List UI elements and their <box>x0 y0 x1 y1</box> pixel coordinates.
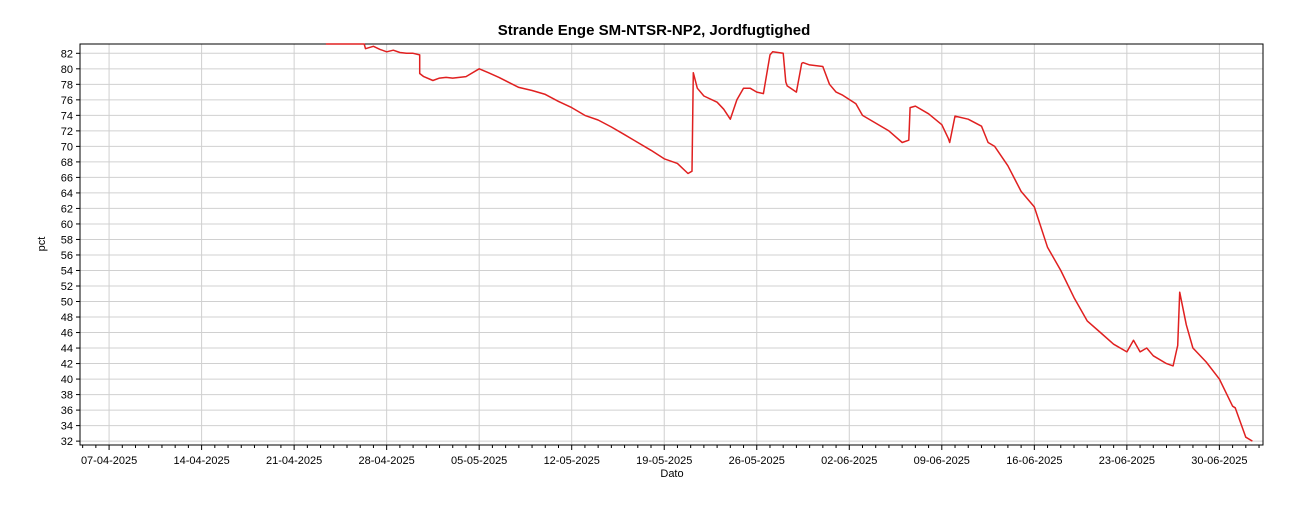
y-tick-label: 60 <box>61 219 73 231</box>
y-tick-label: 74 <box>61 110 73 122</box>
x-tick-label: 02-06-2025 <box>821 455 877 467</box>
y-tick-label: 52 <box>61 281 73 293</box>
y-tick-label: 80 <box>61 64 73 76</box>
series-line <box>325 43 1253 442</box>
y-tick-label: 48 <box>61 312 73 324</box>
y-tick-label: 54 <box>61 265 73 277</box>
x-tick-label: 09-06-2025 <box>914 455 970 467</box>
y-tick-label: 38 <box>61 390 73 402</box>
x-tick-label: 12-05-2025 <box>544 455 600 467</box>
y-tick-label: 68 <box>61 157 73 169</box>
y-tick-label: 40 <box>61 374 73 386</box>
x-tick-label: 19-05-2025 <box>636 455 692 467</box>
y-tick-label: 64 <box>61 188 73 200</box>
x-tick-label: 21-04-2025 <box>266 455 322 467</box>
y-tick-label: 66 <box>61 172 73 184</box>
y-tick-label: 50 <box>61 297 73 309</box>
grid <box>80 44 1263 445</box>
plot-area <box>79 43 1264 446</box>
y-tick-label: 42 <box>61 359 73 371</box>
x-tick-label: 05-05-2025 <box>451 455 507 467</box>
y-tick-label: 76 <box>61 95 73 107</box>
y-tick-label: 78 <box>61 79 73 91</box>
chart-title: Strande Enge SM-NTSR-NP2, Jordfugtighed <box>498 22 811 39</box>
x-tick-label: 14-04-2025 <box>173 455 229 467</box>
y-tick-label: 58 <box>61 234 73 246</box>
y-tick-label: 70 <box>61 141 73 153</box>
y-axis-label: pct <box>36 237 48 252</box>
y-tick-label: 72 <box>61 126 73 138</box>
x-tick-label: 23-06-2025 <box>1099 455 1155 467</box>
y-tick-label: 34 <box>61 421 73 433</box>
x-tick-label: 30-06-2025 <box>1191 455 1247 467</box>
y-tick-label: 32 <box>61 436 73 448</box>
x-axis-label: Dato <box>660 468 683 480</box>
y-axis: 32 34 36 38 40 42 44 46 48 50 52 54 56 58 60 62 64 66 68 70… <box>61 48 80 448</box>
x-axis: 07-04-2025 14-04-2025 21-04-2025 28-04-2025… <box>81 445 1260 467</box>
y-tick-label: 36 <box>61 405 73 417</box>
y-tick-label: 56 <box>61 250 73 262</box>
x-tick-label: 16-06-2025 <box>1006 455 1062 467</box>
x-tick-label: 07-04-2025 <box>81 455 137 467</box>
y-tick-label: 82 <box>61 48 73 60</box>
y-tick-label: 44 <box>61 343 73 355</box>
y-tick-label: 46 <box>61 328 73 340</box>
x-tick-label: 28-04-2025 <box>359 455 415 467</box>
x-tick-label: 26-05-2025 <box>729 455 785 467</box>
series <box>325 43 1253 442</box>
y-tick-label: 62 <box>61 203 73 215</box>
